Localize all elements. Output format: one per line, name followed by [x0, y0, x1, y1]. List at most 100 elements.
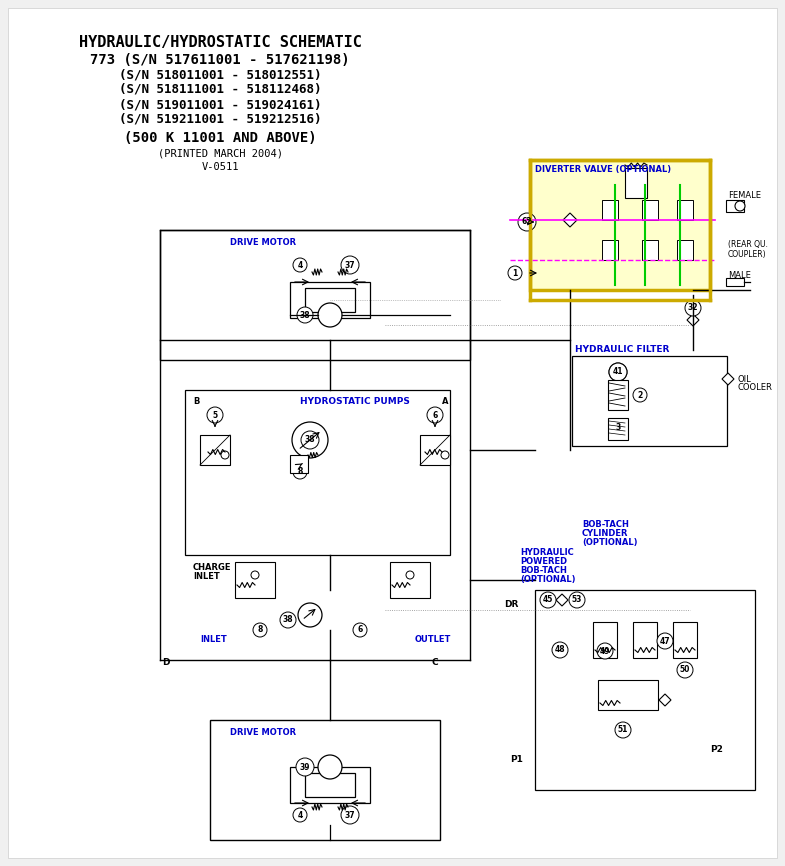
Text: P1: P1	[510, 755, 523, 764]
Text: INLET: INLET	[193, 572, 220, 581]
Bar	[572, 356, 727, 446]
Circle shape	[427, 407, 443, 423]
Text: INLET: INLET	[200, 635, 227, 644]
Text: DRIVE MOTOR: DRIVE MOTOR	[230, 728, 296, 737]
Bar	[305, 773, 355, 797]
Text: (PRINTED MARCH 2004): (PRINTED MARCH 2004)	[158, 148, 283, 158]
Text: 39: 39	[300, 762, 310, 772]
Polygon shape	[563, 213, 577, 227]
Text: CYLINDER: CYLINDER	[582, 529, 629, 538]
Text: FEMALE: FEMALE	[728, 191, 761, 199]
Text: V-0511: V-0511	[201, 162, 239, 172]
Circle shape	[293, 808, 307, 822]
Text: 37: 37	[345, 811, 356, 819]
Text: 2: 2	[637, 391, 643, 399]
Bar	[290, 282, 370, 318]
Text: 3: 3	[615, 423, 621, 432]
Text: 38: 38	[283, 616, 294, 624]
Text: (S/N 518011001 - 518012551): (S/N 518011001 - 518012551)	[119, 68, 321, 81]
Bar	[677, 240, 693, 260]
Text: (S/N 518111001 - 518112468): (S/N 518111001 - 518112468)	[119, 83, 321, 96]
Text: 1: 1	[513, 268, 517, 277]
Bar	[390, 562, 430, 598]
Circle shape	[735, 201, 745, 211]
Bar	[535, 590, 755, 790]
Text: 32: 32	[688, 303, 698, 313]
Circle shape	[298, 603, 322, 627]
Text: 41: 41	[613, 367, 623, 377]
Polygon shape	[556, 594, 568, 606]
Polygon shape	[687, 314, 699, 326]
Text: HYDRAULIC FILTER: HYDRAULIC FILTER	[575, 345, 670, 354]
Bar	[677, 200, 693, 220]
Circle shape	[508, 266, 522, 280]
Circle shape	[633, 388, 647, 402]
Circle shape	[292, 422, 328, 458]
Text: HYDRAULIC/HYDROSTATIC SCHEMATIC: HYDRAULIC/HYDROSTATIC SCHEMATIC	[78, 35, 361, 50]
Text: (S/N 519211001 - 519212516): (S/N 519211001 - 519212516)	[119, 113, 321, 126]
Bar	[642, 200, 658, 220]
Text: COOLER: COOLER	[738, 383, 773, 392]
Circle shape	[318, 755, 342, 779]
Circle shape	[540, 592, 556, 608]
Circle shape	[406, 571, 414, 579]
Text: 6: 6	[433, 410, 437, 419]
Circle shape	[341, 256, 359, 274]
Circle shape	[597, 643, 613, 659]
Text: DRIVE MOTOR: DRIVE MOTOR	[230, 238, 296, 247]
Bar	[290, 455, 308, 473]
Circle shape	[552, 642, 568, 658]
Text: 47: 47	[659, 637, 670, 645]
Circle shape	[615, 722, 631, 738]
Circle shape	[280, 612, 296, 628]
Circle shape	[609, 363, 627, 381]
Bar	[160, 230, 470, 360]
Bar	[598, 680, 658, 710]
Text: B: B	[193, 397, 199, 406]
Bar	[602, 240, 618, 260]
Text: (REAR QU.: (REAR QU.	[728, 241, 768, 249]
Text: 6: 6	[357, 625, 363, 635]
Text: P2: P2	[710, 745, 723, 754]
Text: BOB-TACH: BOB-TACH	[520, 566, 567, 575]
Text: 38: 38	[305, 436, 316, 444]
Text: 773 (S/N 517611001 - 517621198): 773 (S/N 517611001 - 517621198)	[90, 53, 350, 67]
Bar	[200, 435, 230, 465]
Bar	[530, 160, 710, 290]
Circle shape	[609, 363, 627, 381]
Circle shape	[569, 592, 585, 608]
Text: C: C	[432, 658, 439, 667]
Circle shape	[441, 451, 449, 459]
Circle shape	[251, 571, 259, 579]
Bar	[642, 240, 658, 260]
Bar	[210, 720, 440, 840]
Text: (OPTIONAL): (OPTIONAL)	[582, 538, 637, 547]
Bar	[235, 562, 275, 598]
Circle shape	[297, 307, 313, 323]
Text: HYDRAULIC: HYDRAULIC	[520, 548, 574, 557]
Text: MALE: MALE	[728, 270, 751, 280]
Bar	[602, 200, 618, 220]
Text: 4: 4	[298, 811, 303, 819]
Circle shape	[611, 421, 625, 435]
Circle shape	[221, 451, 229, 459]
Text: 8: 8	[298, 468, 303, 476]
Bar	[608, 380, 628, 410]
Text: DIVERTER VALVE (OPTIONAL): DIVERTER VALVE (OPTIONAL)	[535, 165, 671, 174]
Text: OIL: OIL	[738, 375, 752, 384]
Circle shape	[293, 258, 307, 272]
Circle shape	[341, 806, 359, 824]
Bar	[185, 390, 450, 555]
Text: 51: 51	[618, 726, 628, 734]
Bar	[726, 278, 744, 286]
Circle shape	[685, 300, 701, 316]
Text: OUTLET: OUTLET	[415, 635, 451, 644]
Bar	[593, 622, 617, 658]
Polygon shape	[722, 373, 734, 385]
Bar	[420, 435, 450, 465]
Circle shape	[318, 303, 342, 327]
Text: 5: 5	[213, 410, 217, 419]
Text: (500 K 11001 AND ABOVE): (500 K 11001 AND ABOVE)	[124, 131, 316, 145]
Circle shape	[293, 465, 307, 479]
Bar	[290, 767, 370, 803]
